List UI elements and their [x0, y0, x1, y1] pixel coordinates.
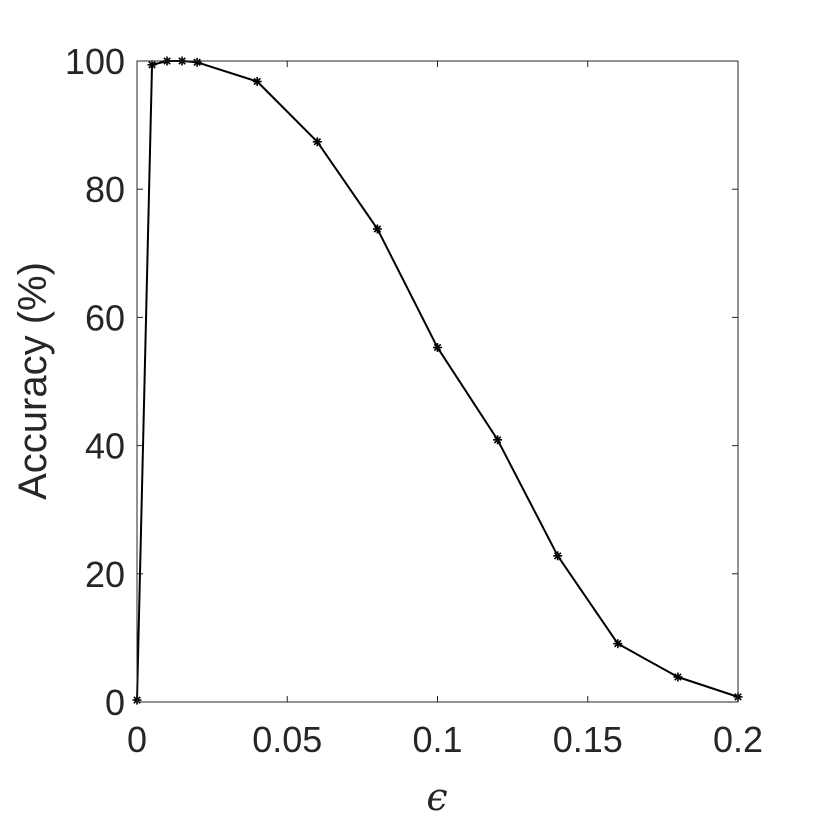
- x-tick-label: 0: [127, 719, 147, 760]
- axes-box: [136, 60, 739, 703]
- data-point: [673, 672, 683, 682]
- asterisk-marker-stroke: [373, 225, 382, 233]
- x-tick-labels: 0 0.05 0.1 0.15 0.2: [127, 719, 763, 760]
- y-tick-label: 60: [85, 297, 125, 338]
- y-tick-label: 0: [105, 682, 125, 723]
- y-tick-label: 40: [85, 426, 125, 467]
- x-tick-label: 0.1: [412, 719, 462, 760]
- y-tick-label: 100: [65, 41, 125, 82]
- asterisk-marker-stroke: [433, 343, 442, 352]
- plot-area-background: [137, 61, 738, 702]
- asterisk-marker-stroke: [614, 639, 622, 648]
- asterisk-marker-stroke: [493, 436, 502, 444]
- asterisk-marker-stroke: [674, 673, 682, 681]
- asterisk-marker-stroke: [253, 77, 261, 86]
- x-tick-label: 0.15: [553, 719, 623, 760]
- asterisk-marker-stroke: [148, 61, 156, 69]
- data-point: [372, 224, 382, 234]
- data-point: [613, 639, 623, 649]
- data-point: [553, 551, 563, 561]
- data-point: [433, 343, 442, 353]
- y-tick-label: 80: [85, 169, 125, 210]
- y-tick-labels: 0 20 40 60 80 100: [65, 41, 125, 723]
- data-point: [312, 137, 322, 147]
- data-point: [192, 57, 202, 67]
- y-axis-label: Accuracy (%): [11, 262, 55, 500]
- data-point: [147, 60, 157, 70]
- y-tick-label: 20: [85, 554, 125, 595]
- x-tick-label: 0.2: [713, 719, 763, 760]
- asterisk-marker-stroke: [553, 552, 562, 560]
- data-point: [493, 435, 503, 445]
- data-point: [252, 77, 262, 87]
- asterisk-marker-stroke: [193, 58, 201, 67]
- x-axis-label: ϵ: [426, 775, 447, 819]
- asterisk-marker-stroke: [313, 138, 322, 146]
- x-tick-label: 0.05: [252, 719, 322, 760]
